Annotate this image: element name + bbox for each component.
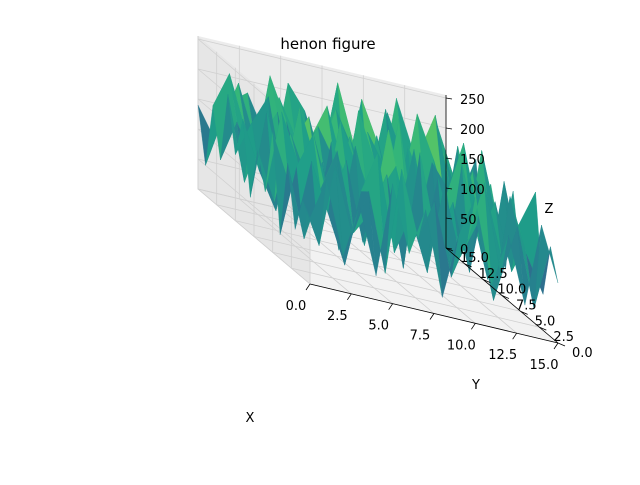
z-tick-mark (445, 97, 453, 100)
x-tick-label: 0.0 (286, 299, 307, 314)
y-tick-label: 0.0 (572, 346, 593, 361)
x-tick-mark (305, 283, 311, 291)
surface-mesh (197, 73, 559, 309)
x-tick-label: 5.0 (368, 319, 389, 334)
y-tick-mark (483, 279, 491, 284)
x-tick-mark (429, 313, 435, 320)
x-axis-label: X (246, 411, 255, 426)
z-axis-label: Z (545, 202, 554, 217)
y-tick-label: 2.5 (553, 330, 574, 345)
chart-title: henon figure (280, 35, 375, 53)
x-tick-label: 10.0 (447, 338, 476, 353)
surface-facet (533, 224, 559, 309)
y-tick-mark (539, 326, 547, 331)
x-tick-mark (512, 332, 517, 340)
y-tick-mark (520, 310, 528, 315)
z-tick-label: 0 (460, 243, 468, 258)
y-tick-mark (501, 295, 510, 299)
z-tick-mark (445, 217, 453, 220)
y-tick-label: 5.0 (535, 314, 556, 329)
x-tick-label: 12.5 (488, 348, 517, 363)
z-tick-label: 50 (460, 213, 477, 228)
z-tick-label: 150 (460, 153, 485, 168)
z-tick-mark (445, 127, 453, 130)
x-tick-mark (471, 323, 476, 330)
z-tick-label: 250 (460, 93, 485, 108)
y-tick-label: 7.5 (516, 299, 537, 314)
z-tick-mark (445, 247, 453, 250)
y-tick-label: 12.5 (479, 267, 508, 282)
x-tick-mark (553, 342, 559, 350)
x-tick-label: 2.5 (327, 309, 348, 324)
y-axis-label: Y (471, 378, 480, 393)
x-tick-label: 15.0 (530, 358, 559, 373)
y-tick-label: 10.0 (497, 283, 526, 298)
x-tick-mark (347, 293, 352, 301)
y-tick-mark (464, 263, 472, 268)
tick-labels: 0.02.55.07.510.012.515.00.02.55.07.510.0… (286, 93, 593, 373)
y-tick-label: 15.0 (460, 251, 489, 266)
x-tick-mark (388, 303, 393, 310)
z-tick-label: 200 (460, 123, 485, 138)
z-tick-label: 100 (460, 183, 485, 198)
x-tick-label: 7.5 (410, 329, 431, 344)
z-tick-mark (445, 187, 453, 190)
y-tick-mark (557, 342, 566, 347)
z-tick-mark (445, 157, 453, 160)
